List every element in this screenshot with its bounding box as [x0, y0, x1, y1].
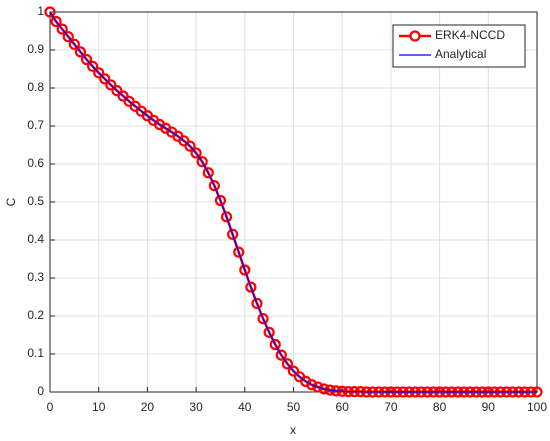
- marker: [287, 365, 300, 377]
- marker: [251, 297, 263, 310]
- y-tick-label: 0.2: [27, 308, 44, 322]
- marker: [281, 358, 294, 370]
- y-tick-label: 1: [37, 4, 44, 18]
- marker: [56, 23, 68, 35]
- y-tick-label: 0.1: [27, 346, 44, 360]
- y-tick-label: 0.9: [27, 42, 44, 56]
- marker: [44, 6, 56, 18]
- x-tick-label: 80: [433, 400, 447, 414]
- marker: [263, 326, 275, 338]
- x-tick-label: 60: [336, 400, 350, 414]
- series-line: [49, 11, 537, 393]
- marker: [50, 15, 62, 28]
- marker: [220, 211, 233, 223]
- x-axis-label: x: [290, 423, 296, 437]
- marker: [93, 67, 105, 79]
- x-tick-label: 70: [384, 400, 398, 414]
- marker: [196, 156, 208, 168]
- y-tick-label: 0.3: [27, 270, 44, 284]
- x-tick-label: 10: [92, 400, 106, 414]
- axes-box: [49, 11, 538, 393]
- legend-marker: [409, 30, 421, 42]
- marker: [318, 383, 330, 395]
- legend-label: ERK4-NCCD: [435, 28, 505, 42]
- marker: [87, 60, 99, 72]
- y-tick-label: 0.7: [27, 118, 44, 132]
- marker: [202, 167, 214, 179]
- y-tick-label: 0.5: [27, 194, 44, 208]
- y-tick-label: 0.8: [27, 80, 44, 94]
- marker: [233, 246, 245, 258]
- marker: [245, 281, 257, 293]
- marker: [105, 79, 117, 91]
- marker: [184, 140, 196, 152]
- y-tick-label: 0: [37, 384, 44, 398]
- marker: [68, 38, 80, 50]
- x-tick-label: 30: [189, 400, 203, 414]
- marker: [312, 381, 324, 393]
- marker: [74, 46, 87, 58]
- marker: [214, 194, 227, 207]
- marker: [269, 338, 281, 351]
- marker: [80, 53, 93, 66]
- legend-label: Analytical: [435, 47, 486, 61]
- y-axis-label: C: [4, 197, 18, 206]
- y-tick-label: 0.4: [27, 232, 44, 246]
- x-tick-label: 90: [482, 400, 496, 414]
- marker: [306, 379, 318, 391]
- marker: [257, 313, 269, 325]
- marker: [62, 31, 74, 43]
- marker: [227, 228, 239, 240]
- marker: [99, 73, 111, 85]
- x-tick-label: 40: [238, 400, 252, 414]
- marker: [275, 349, 287, 361]
- x-tick-label: 50: [287, 400, 301, 414]
- y-tick-label: 0.6: [27, 156, 44, 170]
- marker: [190, 147, 202, 159]
- x-tick-label: 20: [141, 400, 155, 414]
- x-tick-label: 100: [527, 400, 547, 414]
- marker: [239, 264, 251, 276]
- x-tick-label: 0: [47, 400, 54, 414]
- marker: [208, 180, 220, 192]
